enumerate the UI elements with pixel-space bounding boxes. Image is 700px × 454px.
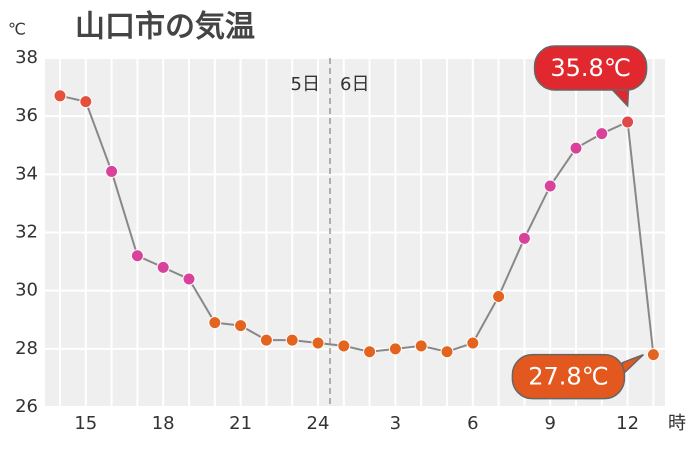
point xyxy=(259,333,273,347)
day-label: 5日 xyxy=(291,74,320,95)
point xyxy=(569,141,583,155)
point xyxy=(53,89,67,103)
y-tick-label: 32 xyxy=(15,222,38,243)
point xyxy=(388,342,402,356)
point xyxy=(105,164,119,178)
value-label: 35.8℃ xyxy=(550,54,630,82)
point xyxy=(517,231,531,245)
point xyxy=(311,336,325,350)
x-tick-label: 18 xyxy=(152,413,175,434)
day-label: 6日 xyxy=(340,74,369,95)
point xyxy=(595,127,609,141)
point xyxy=(208,316,222,330)
y-tick-label: 34 xyxy=(15,163,38,184)
point xyxy=(466,336,480,350)
x-tick-label: 3 xyxy=(390,413,401,434)
point xyxy=(130,249,144,263)
point xyxy=(363,345,377,359)
point xyxy=(492,289,506,303)
point xyxy=(621,115,635,129)
x-tick-label: 6 xyxy=(467,413,478,434)
y-tick-label: 36 xyxy=(15,105,38,126)
y-tick-label: 30 xyxy=(15,280,38,301)
value-label: 27.8℃ xyxy=(528,363,608,391)
x-tick-label: 15 xyxy=(74,413,97,434)
x-unit: 時 xyxy=(668,413,686,434)
y-tick-label: 26 xyxy=(15,396,38,417)
x-tick-label: 24 xyxy=(307,413,330,434)
point xyxy=(285,333,299,347)
point xyxy=(79,95,93,109)
y-tick-label: 28 xyxy=(15,338,38,359)
point xyxy=(182,272,196,286)
callout xyxy=(511,353,626,400)
x-tick-label: 21 xyxy=(229,413,252,434)
callout xyxy=(533,45,648,91)
y-unit: ℃ xyxy=(8,20,26,39)
point xyxy=(440,345,454,359)
point xyxy=(156,260,170,274)
point xyxy=(234,319,248,333)
x-tick-label: 9 xyxy=(544,413,555,434)
x-tick-label: 12 xyxy=(616,413,639,434)
point xyxy=(337,339,351,353)
point xyxy=(543,179,557,193)
point xyxy=(646,348,660,362)
chart-title: 山口市の気温 xyxy=(75,10,255,45)
point xyxy=(414,339,428,353)
y-tick-label: 38 xyxy=(15,47,38,68)
